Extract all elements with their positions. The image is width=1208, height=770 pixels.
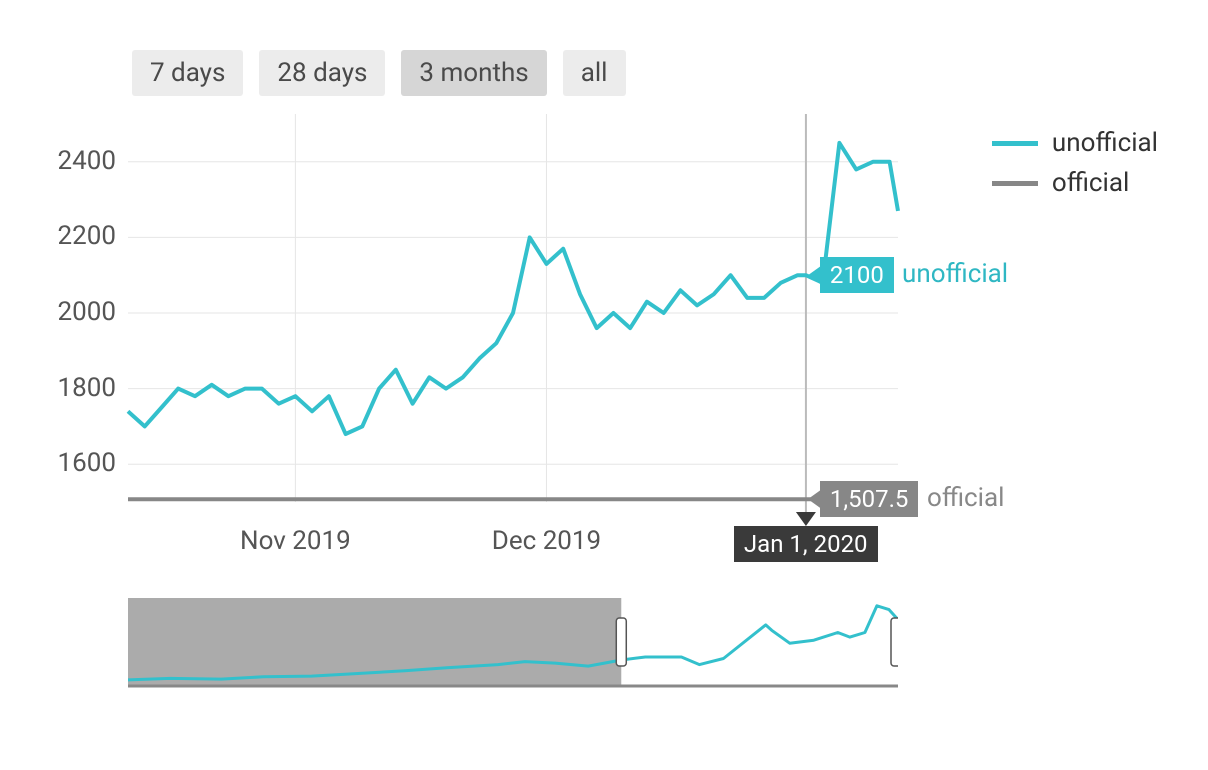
overview-chart[interactable] bbox=[128, 598, 898, 694]
legend-swatch-unofficial bbox=[992, 141, 1038, 146]
tooltip-flag-official: 1,507.5 bbox=[820, 481, 919, 517]
legend-item-unofficial[interactable]: unofficial bbox=[992, 128, 1158, 158]
legend: unofficial official bbox=[992, 128, 1158, 208]
series-line-unofficial bbox=[128, 143, 898, 434]
chart-container: 7 days 28 days 3 months all 160018002000… bbox=[0, 0, 1208, 770]
range-btn-7days[interactable]: 7 days bbox=[132, 50, 243, 96]
tooltip-flag-date: Jan 1, 2020 bbox=[734, 526, 878, 562]
legend-label-official: official bbox=[1052, 168, 1129, 198]
tooltip-series-label-unofficial: unofficial bbox=[902, 259, 1008, 289]
tooltip-flag-unofficial: 2100 bbox=[820, 257, 894, 293]
tooltip-value-unofficial: 2100 bbox=[830, 261, 884, 289]
tooltip-value-official: 1,507.5 bbox=[830, 485, 909, 513]
legend-label-unofficial: unofficial bbox=[1052, 128, 1158, 158]
overview-handle-right[interactable] bbox=[891, 618, 898, 666]
legend-swatch-official bbox=[992, 181, 1038, 186]
range-btn-28days[interactable]: 28 days bbox=[259, 50, 385, 96]
legend-item-official[interactable]: official bbox=[992, 168, 1158, 198]
tooltip-date-label: Jan 1, 2020 bbox=[744, 530, 868, 558]
range-selector: 7 days 28 days 3 months all bbox=[132, 50, 626, 96]
range-btn-all[interactable]: all bbox=[563, 50, 626, 96]
tooltip-series-label-official: official bbox=[927, 483, 1004, 513]
overview-handle-left[interactable] bbox=[616, 618, 626, 666]
range-btn-3months[interactable]: 3 months bbox=[401, 50, 546, 96]
main-chart bbox=[0, 112, 940, 542]
